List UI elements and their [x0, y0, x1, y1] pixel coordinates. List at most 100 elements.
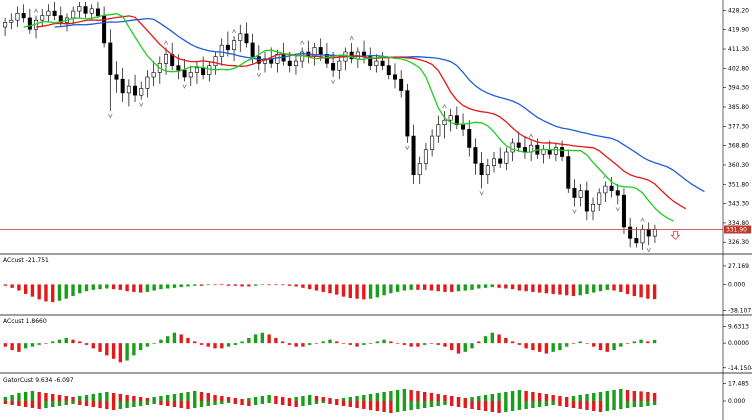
- histogram-bar: [267, 284, 271, 286]
- histogram-bar: [267, 334, 271, 344]
- histogram-bar: [294, 397, 298, 401]
- histogram-bar: [253, 401, 258, 405]
- histogram-bar: [220, 284, 224, 286]
- alligator-lips-line: [23, 13, 674, 222]
- indicator-panel-ac-2[interactable]: ACcust 1.8660 9.6313 0.0000 -14.1504: [3, 315, 752, 373]
- fractal-down-icon: [139, 102, 144, 108]
- histogram-bar: [213, 343, 217, 349]
- histogram-bar: [253, 397, 258, 401]
- histogram-bar: [477, 396, 481, 401]
- histogram-bar: [335, 284, 339, 295]
- histogram-bar: [118, 394, 123, 401]
- histogram-bar: [362, 401, 366, 409]
- histogram-bar: [267, 401, 271, 403]
- histogram-bar: [30, 391, 35, 401]
- histogram-bar: [308, 284, 312, 290]
- candle-body: [547, 149, 552, 155]
- histogram-bar: [646, 341, 650, 344]
- candle-body: [120, 78, 125, 94]
- candle-body: [566, 156, 571, 189]
- histogram-bar: [17, 343, 21, 352]
- histogram-bar: [652, 393, 657, 401]
- fractal-up-icon: [640, 217, 645, 222]
- histogram-bar: [619, 389, 623, 401]
- histogram-bar: [98, 401, 102, 408]
- candle-body: [324, 53, 329, 64]
- histogram-bar: [443, 395, 447, 401]
- histogram-bar: [111, 284, 116, 290]
- histogram-bar: [537, 343, 542, 352]
- histogram-bar: [477, 341, 481, 344]
- histogram-bar: [308, 343, 312, 345]
- candle-body: [578, 190, 583, 198]
- histogram-bar: [389, 391, 393, 401]
- histogram-bar: [233, 401, 238, 404]
- histogram-bar: [172, 332, 177, 344]
- indicator-panel-gator[interactable]: GatorCust 9.634 -6.097 17.485 0.000: [3, 373, 749, 420]
- candle-body: [621, 194, 626, 228]
- histogram-bar: [551, 395, 555, 401]
- histogram-bar: [585, 394, 589, 401]
- histogram-bar: [436, 394, 440, 401]
- histogram-bar: [524, 284, 528, 292]
- candle-body: [89, 8, 94, 14]
- histogram-bar: [37, 392, 41, 401]
- histogram-bar: [592, 401, 596, 411]
- histogram-bar: [199, 284, 204, 286]
- histogram-bar: [362, 395, 366, 401]
- fractal-down-icon: [615, 207, 620, 212]
- histogram-bar: [145, 398, 150, 401]
- histogram-bar: [253, 334, 258, 344]
- fractal-up-icon: [231, 28, 237, 34]
- histogram-bar: [490, 394, 494, 401]
- histogram-bar: [639, 401, 643, 407]
- histogram-bar: [132, 343, 136, 356]
- histogram-bar: [477, 401, 481, 410]
- candle-body: [448, 115, 453, 121]
- histogram-bar: [571, 401, 576, 408]
- histogram-bar: [368, 394, 373, 401]
- candle-body: [634, 238, 639, 244]
- histogram-bar: [314, 401, 319, 404]
- candle-body: [114, 74, 119, 80]
- indicator-panel-ac-1[interactable]: ACcust -21.751 27.169 0.000 -38.107: [3, 254, 751, 315]
- histogram-bar: [571, 396, 576, 401]
- histogram-bar: [395, 343, 400, 344]
- histogram-bar: [531, 343, 535, 351]
- y-tick-label: 394.30: [728, 85, 749, 92]
- candle-body: [337, 60, 342, 71]
- histogram-bar: [497, 393, 501, 401]
- candle-body: [232, 40, 237, 51]
- panel-y-axis: 9.6313 0.0000 -14.1504: [723, 323, 752, 372]
- histogram-bar: [301, 396, 305, 401]
- candle-body: [640, 228, 645, 244]
- histogram-bar: [226, 401, 231, 403]
- main-price-panel[interactable]: 428.20 419.90 411.30 402.80 394.30 385.80 377.…: [0, 0, 751, 254]
- histogram-bar: [504, 337, 508, 344]
- candle-body: [40, 15, 45, 21]
- candle-body: [293, 60, 298, 66]
- current-price-tag: 331.90: [724, 225, 751, 234]
- fractals-group: [33, 8, 651, 253]
- histogram-bar: [159, 284, 163, 290]
- histogram-bar: [598, 401, 603, 412]
- histogram-bar: [537, 401, 542, 407]
- candle-body: [46, 10, 51, 16]
- histogram-bar: [240, 399, 244, 401]
- histogram-bar: [625, 390, 630, 401]
- histogram-bar: [416, 343, 420, 347]
- candle-body: [498, 158, 503, 164]
- candle-body: [516, 142, 521, 148]
- histogram-bar: [321, 284, 325, 292]
- histogram-bar: [152, 343, 156, 344]
- histogram-bar: [592, 393, 596, 401]
- histogram-bar: [287, 343, 292, 345]
- histogram-bar: [652, 339, 657, 344]
- histogram-bar: [193, 284, 197, 286]
- histogram-bar: [260, 401, 265, 404]
- histogram-bar: [91, 284, 95, 290]
- fractal-up-icon: [528, 133, 534, 138]
- histogram-bar: [652, 284, 657, 300]
- histogram-bar: [145, 284, 150, 292]
- histogram-bar: [84, 284, 89, 292]
